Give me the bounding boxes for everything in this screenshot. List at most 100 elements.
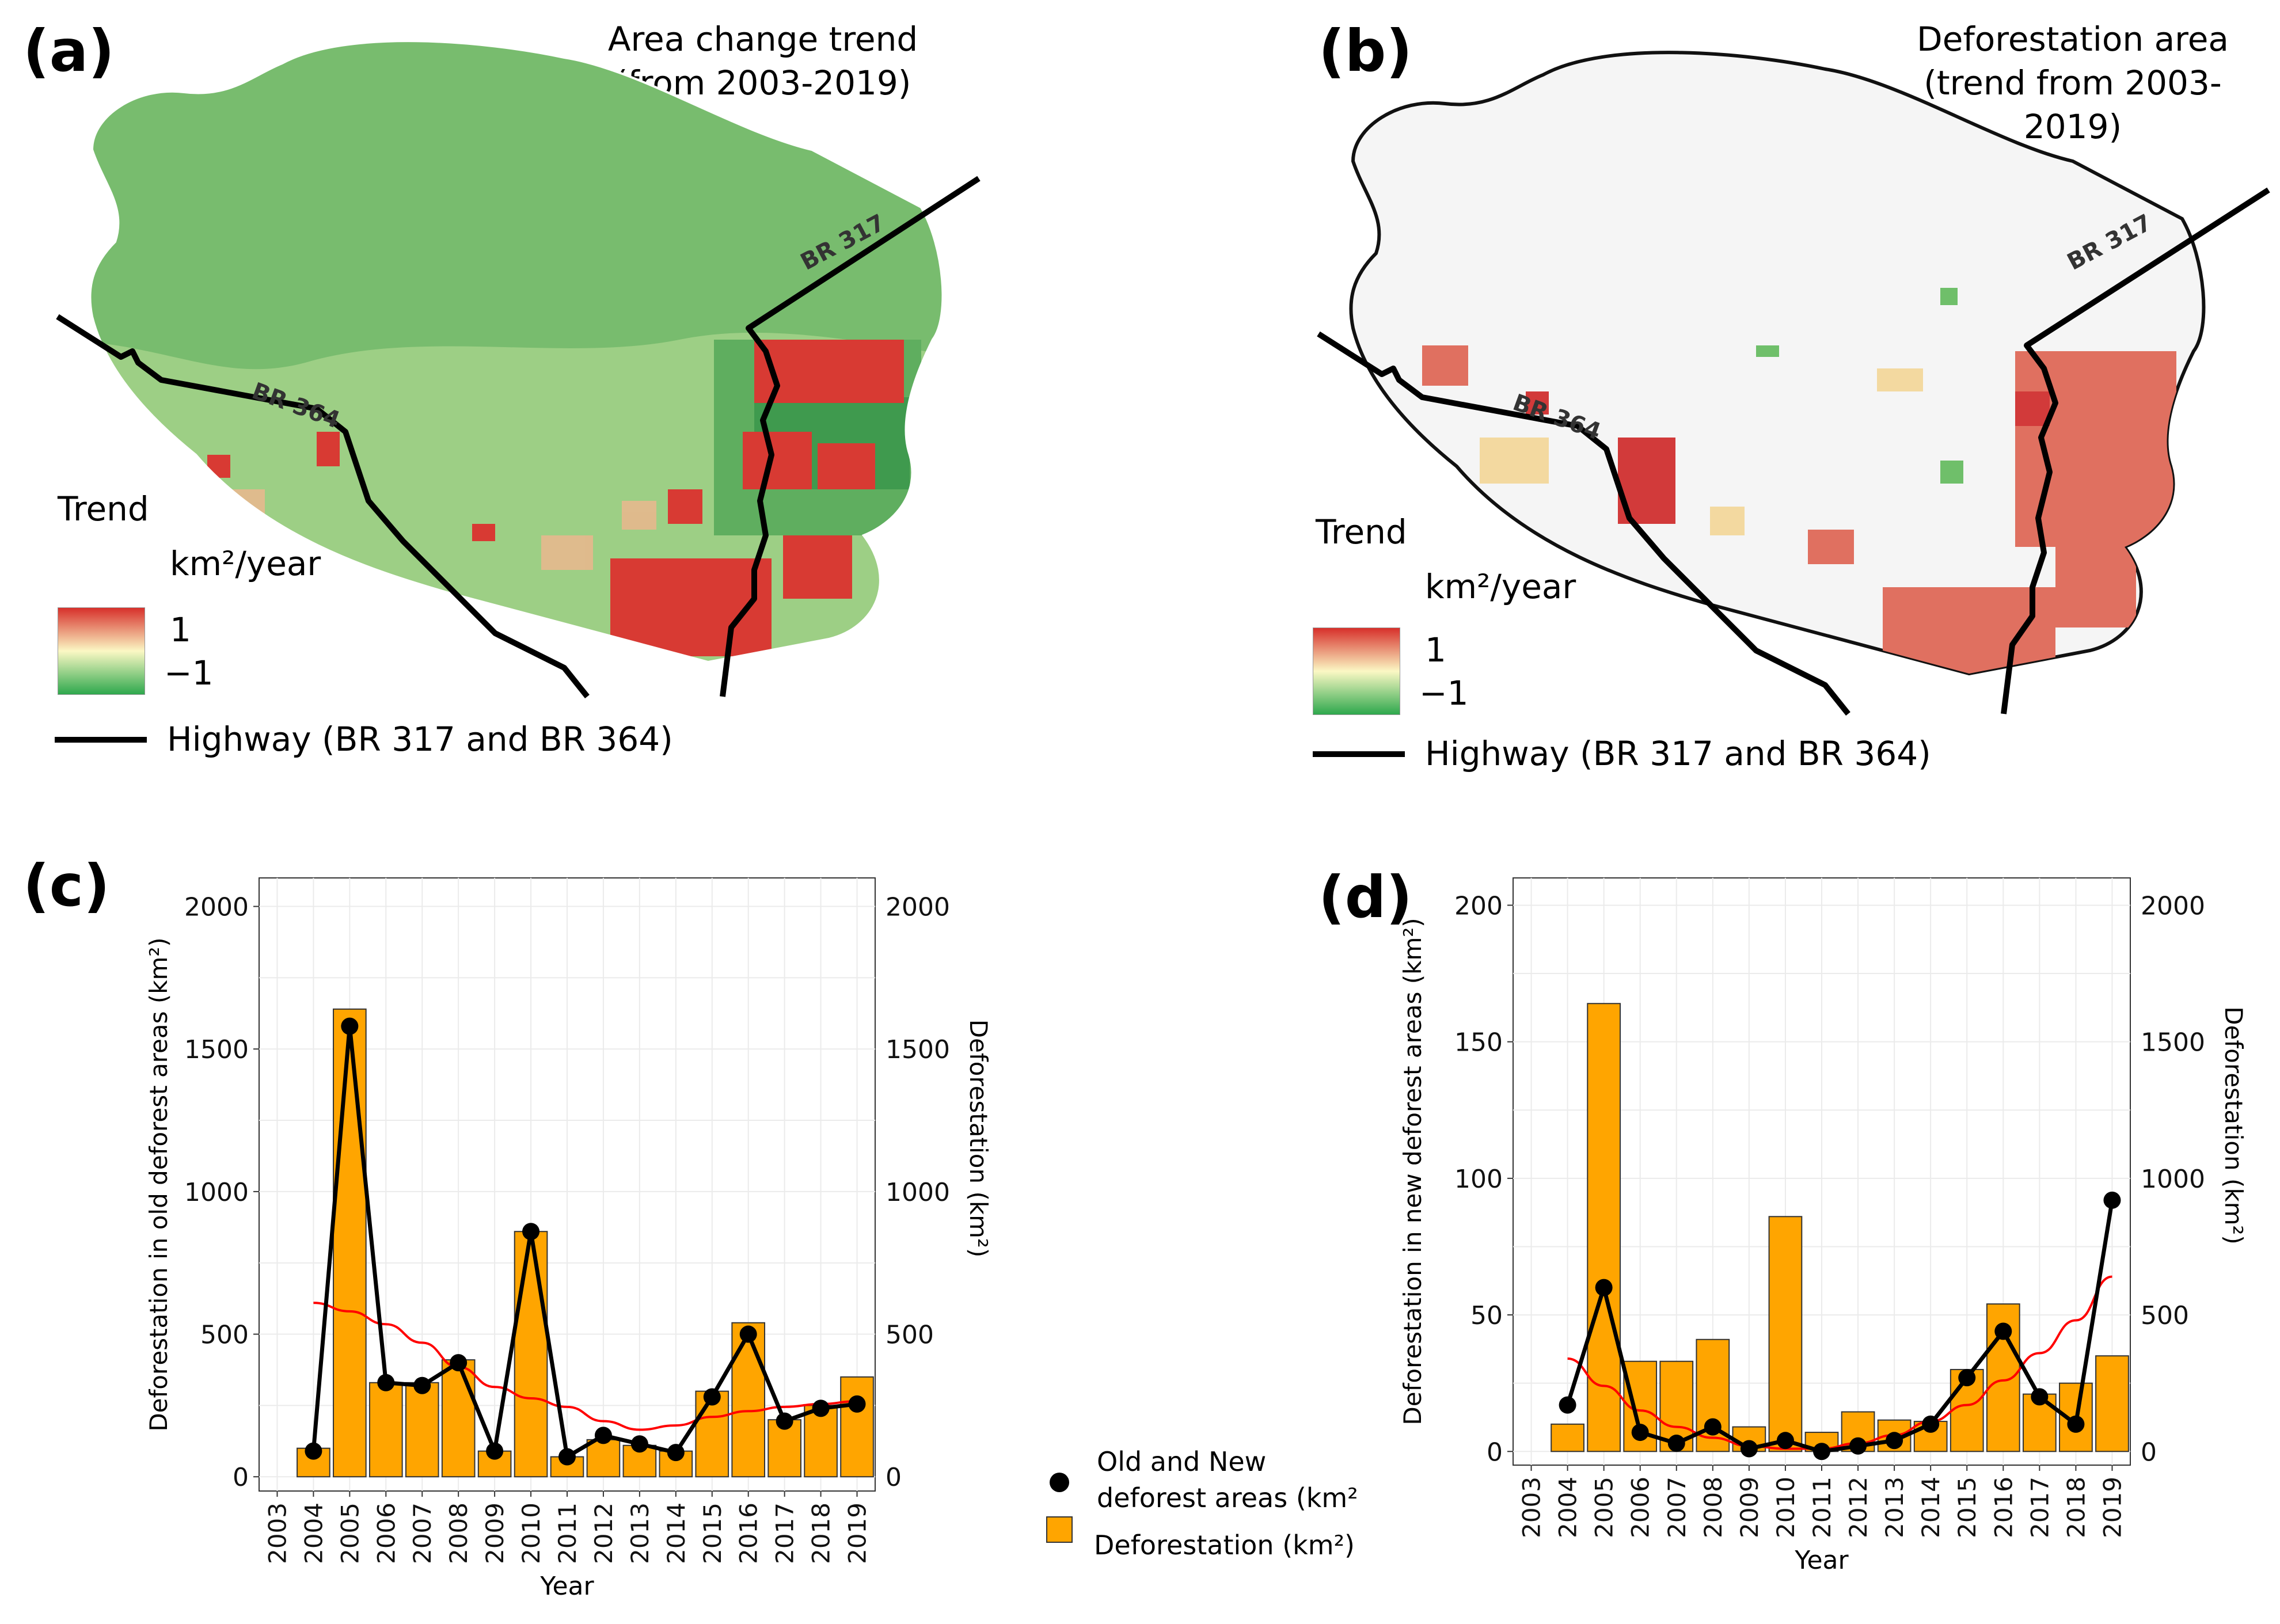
bar-2005 [333, 1008, 367, 1478]
legend-title-a: Trend [58, 489, 149, 528]
xtick-label-2011: 2011 [1808, 1477, 1836, 1538]
xtick-label-2017: 2017 [771, 1503, 799, 1564]
point-2009 [486, 1442, 504, 1460]
point-2006 [377, 1374, 395, 1391]
xtick-label-2017: 2017 [2026, 1477, 2054, 1538]
legend-max-a: 1 [170, 610, 191, 649]
point-2004 [305, 1442, 322, 1460]
ytick-label-right: 1500 [886, 1035, 950, 1064]
point-2016 [739, 1325, 757, 1343]
point-2007 [413, 1376, 431, 1394]
xtick-label-2006: 2006 [1627, 1477, 1655, 1538]
bar-2010 [1768, 1216, 1803, 1452]
xtick-label-2004: 2004 [299, 1503, 328, 1564]
point-2009 [1740, 1440, 1758, 1458]
point-2016 [1994, 1322, 2012, 1340]
y-axis-title-right: Deforestation (km²) [2220, 1006, 2248, 1245]
ytick-label-left: 0 [233, 1463, 249, 1492]
ytick-label-left: 500 [200, 1321, 249, 1350]
point-2014 [667, 1444, 685, 1462]
xtick-label-2009: 2009 [1735, 1477, 1764, 1538]
point-2008 [1704, 1418, 1722, 1436]
ytick-label-left: 50 [1470, 1301, 1503, 1330]
xtick-label-2018: 2018 [807, 1503, 835, 1564]
point-2013 [630, 1435, 648, 1453]
xtick-label-2012: 2012 [1844, 1477, 1872, 1538]
trend-line [313, 1302, 857, 1431]
xtick-label-2006: 2006 [372, 1503, 400, 1564]
legend-max-b: 1 [1425, 630, 1446, 670]
ytick-label-right: 500 [2141, 1301, 2189, 1330]
ytick-label-left: 0 [1487, 1437, 1503, 1467]
bar-2007 [405, 1382, 439, 1478]
legend-bars-label: Deforestation (km²) [1094, 1530, 1355, 1561]
xtick-label-2004: 2004 [1554, 1477, 1582, 1538]
legend-title-b: Trend [1316, 512, 1407, 552]
point-2013 [1886, 1432, 1903, 1450]
bar-2006 [368, 1382, 403, 1478]
point-2005 [1595, 1279, 1613, 1296]
colorbar-b [1313, 627, 1400, 715]
legend-points-line1: Old and New [1097, 1446, 1266, 1477]
xtick-label-2011: 2011 [553, 1503, 582, 1564]
highway-br317-b [2001, 187, 2270, 714]
ytick-label-right: 500 [886, 1321, 934, 1350]
y-axis-title-left: Deforestation in old deforest areas (km²… [145, 937, 173, 1431]
point-2018 [2067, 1415, 2085, 1433]
point-2010 [522, 1223, 540, 1241]
point-2007 [1667, 1435, 1685, 1452]
ytick-label-right: 1000 [2141, 1165, 2205, 1194]
ytick-label-left: 100 [1454, 1165, 1503, 1194]
xtick-label-2016: 2016 [735, 1503, 763, 1564]
xtick-label-2007: 2007 [408, 1503, 436, 1564]
xtick-label-2010: 2010 [1772, 1477, 1800, 1538]
panel-letter-c: (c) [23, 852, 110, 919]
colorbar-a [58, 607, 145, 695]
y-axis-title-left: Deforestation in new deforest areas (km²… [1399, 918, 1427, 1425]
xtick-label-2009: 2009 [481, 1503, 509, 1564]
point-2004 [1559, 1396, 1576, 1414]
map-title-a: Area change trend (from 2003-2019) [576, 17, 950, 105]
xtick-label-2003: 2003 [263, 1503, 291, 1564]
ytick-label-right: 2000 [886, 893, 950, 922]
ytick-label-left: 200 [1454, 891, 1503, 921]
xtick-label-2012: 2012 [590, 1503, 618, 1564]
ytick-label-right: 1000 [886, 1178, 950, 1207]
legend-unit-a: km²/year [170, 544, 321, 583]
xtick-label-2019: 2019 [843, 1503, 872, 1564]
point-2010 [1776, 1432, 1794, 1450]
panel-letter-a: (a) [23, 17, 115, 85]
xtick-label-2003: 2003 [1518, 1477, 1546, 1538]
xtick-label-2005: 2005 [336, 1503, 364, 1564]
chart-c: 0 500 1000 1500 2000 0 500 1000 1500 2000 2003 2004… [145, 877, 993, 1601]
legend-min-b: −1 [1419, 674, 1469, 713]
highway-legend-line-b [1313, 751, 1405, 757]
point-2008 [450, 1354, 468, 1372]
ytick-label-right: 0 [886, 1463, 902, 1492]
panel-letter-d: (d) [1318, 864, 1412, 931]
point-2015 [703, 1388, 721, 1406]
ytick-label-left: 1500 [184, 1035, 249, 1064]
x-axis-title: Year [1794, 1546, 1849, 1575]
highway-br317-a [720, 176, 981, 697]
highway-br364-a [56, 314, 590, 699]
bar-2018 [804, 1405, 838, 1478]
xtick-label-2010: 2010 [517, 1503, 545, 1564]
xtick-label-2008: 2008 [1699, 1477, 1727, 1538]
map-title-b: Deforestation area (trend from 2003-2019… [1877, 17, 2268, 149]
bar-2010 [514, 1231, 548, 1478]
xtick-label-2015: 2015 [1953, 1477, 1981, 1538]
legend-unit-b: km²/year [1425, 567, 1576, 606]
xtick-label-2019: 2019 [2098, 1477, 2126, 1538]
legend-min-a: −1 [164, 653, 214, 693]
shared-legend: Old and New deforest areas (km²) Defores… [1046, 1446, 1359, 1561]
ytick-label-left: 1000 [184, 1178, 249, 1207]
xtick-label-2018: 2018 [2062, 1477, 2090, 1538]
point-2019 [848, 1395, 866, 1413]
bar-2004 [1551, 1423, 1584, 1452]
highway-br364-b [1317, 331, 1850, 716]
ytick-label-right: 1500 [2141, 1028, 2205, 1058]
series-line [311, 1024, 857, 1459]
point-2005 [341, 1017, 359, 1035]
